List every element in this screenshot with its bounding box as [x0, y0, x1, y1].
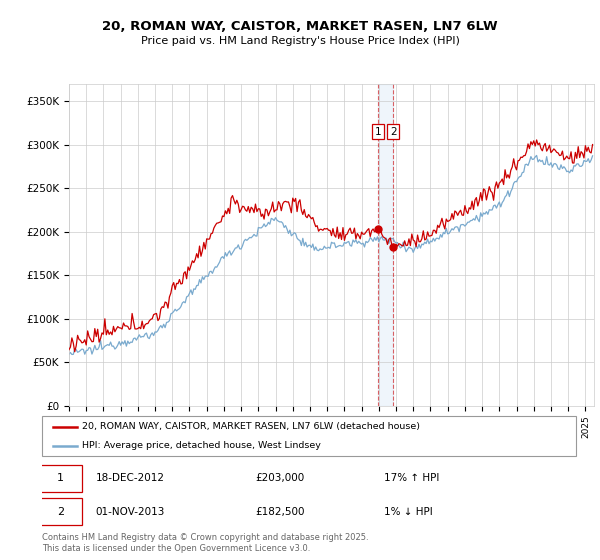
Text: 2: 2	[390, 127, 397, 137]
Text: 1% ↓ HPI: 1% ↓ HPI	[384, 507, 433, 517]
Text: 17% ↑ HPI: 17% ↑ HPI	[384, 473, 439, 483]
Text: 18-DEC-2012: 18-DEC-2012	[95, 473, 164, 483]
Text: £203,000: £203,000	[256, 473, 305, 483]
Text: 2: 2	[57, 507, 64, 517]
FancyBboxPatch shape	[40, 465, 82, 492]
FancyBboxPatch shape	[42, 416, 576, 456]
FancyBboxPatch shape	[40, 498, 82, 525]
Text: HPI: Average price, detached house, West Lindsey: HPI: Average price, detached house, West…	[82, 441, 321, 450]
Text: 1: 1	[57, 473, 64, 483]
Text: 01-NOV-2013: 01-NOV-2013	[95, 507, 165, 517]
Text: Price paid vs. HM Land Registry's House Price Index (HPI): Price paid vs. HM Land Registry's House …	[140, 36, 460, 46]
Text: Contains HM Land Registry data © Crown copyright and database right 2025.
This d: Contains HM Land Registry data © Crown c…	[42, 533, 368, 553]
Text: 20, ROMAN WAY, CAISTOR, MARKET RASEN, LN7 6LW: 20, ROMAN WAY, CAISTOR, MARKET RASEN, LN…	[102, 20, 498, 32]
Text: 1: 1	[375, 127, 382, 137]
Bar	[378, 84, 393, 406]
Text: £182,500: £182,500	[256, 507, 305, 517]
Text: 20, ROMAN WAY, CAISTOR, MARKET RASEN, LN7 6LW (detached house): 20, ROMAN WAY, CAISTOR, MARKET RASEN, LN…	[82, 422, 420, 431]
